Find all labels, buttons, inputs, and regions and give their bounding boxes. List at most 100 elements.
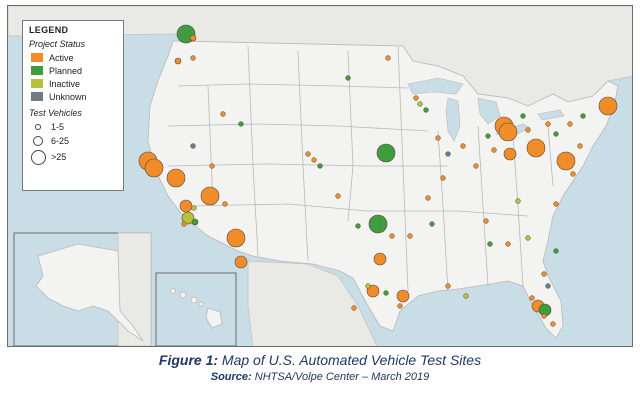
site-dot-12[interactable] [385, 55, 391, 61]
site-marker-5[interactable] [166, 168, 186, 188]
site-dot-48[interactable] [383, 290, 389, 296]
legend-row-unknown: Unknown [29, 90, 117, 103]
site-dot-32[interactable] [553, 201, 559, 207]
site-marker-12[interactable] [368, 214, 388, 234]
site-dot-26[interactable] [545, 121, 551, 127]
site-dot-17[interactable] [445, 151, 451, 157]
site-dot-40[interactable] [545, 283, 551, 289]
legend: LEGEND Project Status Active Planned Ina… [22, 20, 124, 191]
unknown-swatch [31, 92, 43, 101]
site-dot-3[interactable] [190, 143, 196, 149]
site-dot-14[interactable] [417, 101, 423, 107]
source-text: NHTSA/Volpe Center – March 2019 [251, 371, 430, 383]
site-dot-8[interactable] [305, 151, 311, 157]
site-dot-42[interactable] [541, 313, 547, 319]
figure-label: Figure 1: [158, 352, 219, 368]
lake-huron [477, 97, 501, 125]
legend-row-planned: Planned [29, 64, 117, 77]
site-marker-13[interactable] [376, 143, 396, 163]
site-marker-19[interactable] [503, 147, 517, 161]
large-circle-icon [30, 149, 46, 165]
site-marker-2[interactable] [174, 57, 182, 65]
legend-row-inactive: Inactive [29, 77, 117, 90]
site-dot-18[interactable] [440, 175, 446, 181]
site-dot-11[interactable] [345, 75, 351, 81]
site-marker-18[interactable] [526, 138, 546, 158]
figure-text: Map of U.S. Automated Vehicle Test Sites [218, 352, 482, 368]
site-dot-13[interactable] [413, 95, 419, 101]
site-dot-51[interactable] [335, 193, 341, 199]
site-marker-24[interactable] [396, 289, 410, 303]
legend-size-small-label: 1-5 [51, 122, 65, 132]
site-dot-31[interactable] [570, 171, 576, 177]
site-dot-25[interactable] [525, 127, 531, 133]
site-marker-11[interactable] [234, 255, 248, 269]
mexico-region [247, 260, 378, 346]
site-marker-6[interactable] [200, 186, 220, 206]
site-dot-0[interactable] [190, 55, 196, 61]
site-dot-1[interactable] [220, 111, 226, 117]
site-dot-49[interactable] [397, 303, 403, 309]
site-dot-34[interactable] [483, 218, 489, 224]
site-dot-10[interactable] [317, 163, 323, 169]
site-dot-29[interactable] [580, 113, 586, 119]
site-dot-44[interactable] [463, 293, 469, 299]
site-dot-2[interactable] [238, 121, 244, 127]
site-dot-37[interactable] [525, 235, 531, 241]
site-dot-45[interactable] [445, 283, 451, 289]
site-marker-9[interactable] [181, 211, 195, 225]
site-marker-21[interactable] [598, 96, 618, 116]
site-dot-38[interactable] [553, 248, 559, 254]
site-dot-36[interactable] [505, 241, 511, 247]
site-marker-4[interactable] [144, 158, 164, 178]
inactive-swatch [31, 79, 43, 88]
site-dot-47[interactable] [365, 283, 371, 289]
site-dot-52[interactable] [389, 233, 395, 239]
site-marker-7[interactable] [226, 228, 246, 248]
site-marker-15[interactable] [366, 284, 380, 298]
test-vehicles-heading: Test Vehicles [29, 108, 82, 118]
site-dot-53[interactable] [407, 233, 413, 239]
lake-michigan [445, 97, 461, 142]
legend-label-inactive: Inactive [49, 78, 81, 89]
site-dot-33[interactable] [515, 198, 521, 204]
source-label: Source: [210, 371, 252, 383]
site-dot-9[interactable] [311, 157, 317, 163]
site-marker-17[interactable] [498, 122, 518, 142]
lake-ontario [537, 109, 565, 121]
site-dot-7[interactable] [222, 201, 228, 207]
site-dot-15[interactable] [423, 107, 429, 113]
site-dot-27[interactable] [553, 131, 559, 137]
site-dot-6[interactable] [181, 221, 187, 227]
site-dot-54[interactable] [429, 221, 435, 227]
site-dot-5[interactable] [191, 205, 197, 211]
site-dot-50[interactable] [355, 223, 361, 229]
site-dot-24[interactable] [520, 113, 526, 119]
lake-superior [407, 77, 464, 95]
us-map[interactable] [8, 6, 633, 347]
site-dot-43[interactable] [550, 321, 556, 327]
site-dot-35[interactable] [487, 241, 493, 247]
site-dot-28[interactable] [567, 121, 573, 127]
site-dot-30[interactable] [577, 143, 583, 149]
medium-circle-icon [33, 136, 43, 146]
site-dot-16[interactable] [435, 135, 441, 141]
site-marker-10[interactable] [191, 218, 199, 226]
site-dot-46[interactable] [351, 305, 357, 311]
site-marker-14[interactable] [373, 252, 387, 266]
site-marker-20[interactable] [556, 151, 576, 171]
site-dot-39[interactable] [541, 271, 547, 277]
legend-size-medium-label: 6-25 [51, 136, 70, 146]
site-dot-22[interactable] [485, 133, 491, 139]
site-marker-8[interactable] [179, 199, 193, 213]
site-dot-23[interactable] [491, 147, 497, 153]
site-marker-1[interactable] [189, 34, 197, 42]
site-dot-21[interactable] [473, 163, 479, 169]
site-dot-4[interactable] [209, 163, 215, 169]
project-status-heading: Project Status [29, 39, 86, 49]
site-dot-41[interactable] [529, 295, 535, 301]
site-dot-19[interactable] [425, 195, 431, 201]
caption-source: Source: NHTSA/Volpe Center – March 2019 [0, 371, 640, 383]
site-dot-20[interactable] [460, 143, 466, 149]
legend-size-large: >25 [29, 148, 117, 166]
